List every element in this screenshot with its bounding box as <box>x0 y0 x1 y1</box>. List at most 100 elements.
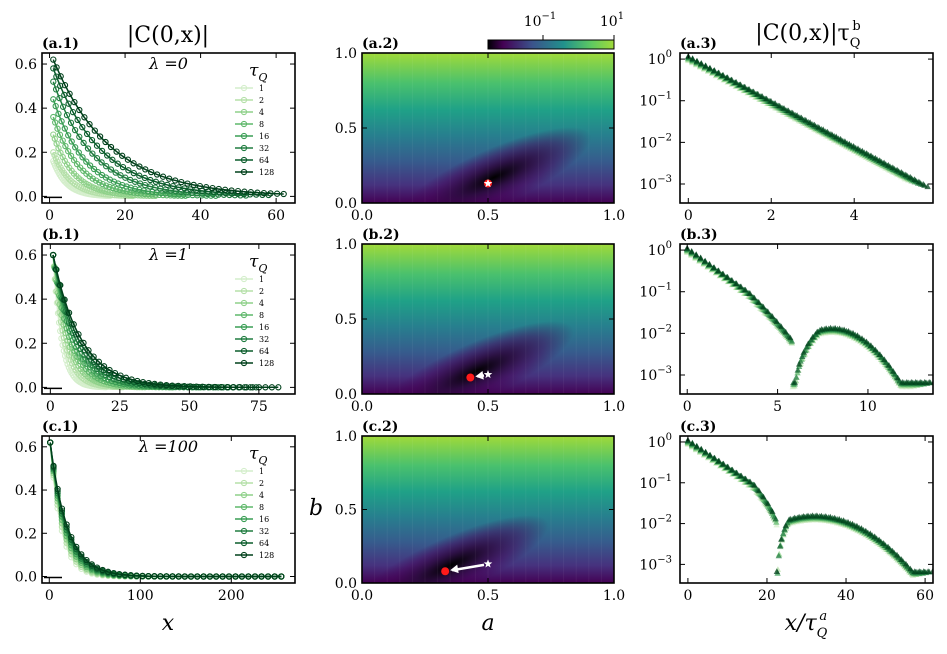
series-point-8 <box>73 160 81 168</box>
scatter-point <box>702 257 709 264</box>
scatter-point <box>772 100 779 107</box>
panel-label: (a.2) <box>362 36 399 52</box>
scatter-point <box>871 533 878 540</box>
legend-label-1: 1 <box>259 275 264 284</box>
y-tick-label: 10−1 <box>639 91 672 110</box>
y-tick-label-base: 10 <box>648 52 666 68</box>
legend-title-main: τ <box>249 252 259 272</box>
series-line-128 <box>52 59 284 195</box>
y-tick-label-exp: −1 <box>657 91 672 102</box>
scatter-point <box>891 371 899 377</box>
y-tick-label: 10−1 <box>639 473 672 492</box>
x-tick-label: 0.5 <box>477 208 499 224</box>
y-tick-label-exp: −1 <box>657 282 672 293</box>
panel-label: (c.1) <box>42 419 78 435</box>
scatter-point <box>776 102 783 109</box>
scatter-point <box>800 513 807 519</box>
legend-label-128: 128 <box>259 551 274 560</box>
scatter-point <box>751 482 758 488</box>
right-title: |C(0,x)|τQb <box>755 19 860 51</box>
series-point-32 <box>67 119 75 126</box>
series-point-128 <box>107 143 115 151</box>
lambda-label: λ =0 <box>148 54 188 73</box>
scatter-point <box>916 568 923 574</box>
scatter-point <box>827 513 834 520</box>
series-point-8 <box>77 164 84 171</box>
series-point-16 <box>58 118 65 125</box>
series-point-128 <box>78 551 85 558</box>
star-marker <box>483 370 493 379</box>
legend-marker-16 <box>240 323 248 331</box>
legend-label-16: 16 <box>259 132 269 141</box>
scatter-point <box>807 336 815 343</box>
legend-marker-1 <box>240 84 248 92</box>
series-point-128 <box>175 382 182 390</box>
x-tick-label: 10 <box>859 399 877 415</box>
series-point-1 <box>64 360 71 368</box>
x-label-left: x <box>162 611 175 636</box>
scatter-point <box>728 76 735 83</box>
series-point-128 <box>65 309 73 316</box>
scatter-point <box>693 57 701 64</box>
y-tick-label-base: 10 <box>639 557 657 573</box>
scatter-point <box>849 520 856 527</box>
series-point-64 <box>98 147 106 155</box>
scatter-point <box>911 176 918 182</box>
series-point-128 <box>169 573 176 580</box>
series-point-128 <box>278 573 285 580</box>
y-tick-label: 0.5 <box>335 503 357 519</box>
x-tick-label: 1.0 <box>603 588 625 604</box>
scatter-point <box>773 519 780 525</box>
panel-a2: 0.0 0.5 1.0 0.0 0.5 1.0 (a.2) <box>335 36 625 224</box>
x-tick-label: 40 <box>192 208 210 224</box>
x-label-right-sup: a <box>819 609 827 624</box>
scatter-point <box>828 131 836 137</box>
scatter-point <box>908 379 915 385</box>
series-point-128 <box>61 296 68 303</box>
series-point-128 <box>121 571 129 578</box>
series-point-64 <box>53 73 60 80</box>
panel-label: (b.3) <box>680 227 718 243</box>
series-point-32 <box>56 94 63 102</box>
series-point-128 <box>181 383 188 390</box>
series-point-128 <box>190 181 197 189</box>
scatter-point <box>885 362 893 368</box>
scatter-point <box>780 105 788 111</box>
scatter-point <box>859 147 866 154</box>
legend-label-2: 2 <box>259 479 264 488</box>
series-point-128 <box>187 383 194 390</box>
series-point-16 <box>75 149 82 156</box>
series-point-64 <box>50 65 57 72</box>
y-tick-label: 10−1 <box>639 282 672 301</box>
scatter-point <box>833 133 840 140</box>
series-point-8 <box>52 119 59 126</box>
path-arrow-head <box>450 564 459 574</box>
series-point-128 <box>50 462 57 470</box>
series-point-128 <box>116 570 123 578</box>
scatter-point <box>715 457 723 464</box>
scatter-point <box>798 114 805 121</box>
x-tick-label: 1.0 <box>603 399 625 415</box>
series-point-128 <box>139 572 146 580</box>
scatter-point <box>824 128 831 135</box>
series-point-128 <box>232 573 239 580</box>
legend-label-2: 2 <box>259 287 264 296</box>
y-tick-label: 1.0 <box>335 46 357 62</box>
series-point-128 <box>187 573 195 580</box>
scatter-point <box>800 349 807 355</box>
series-point-128 <box>241 188 248 195</box>
plot-area <box>44 439 285 580</box>
scatter-point <box>689 439 696 446</box>
series-point-64 <box>104 152 111 159</box>
scatter-point <box>787 334 794 341</box>
legend-marker-32 <box>240 144 248 152</box>
heatmap-valley <box>362 515 549 583</box>
legend-label-1: 1 <box>259 84 264 93</box>
series-point-64 <box>109 156 116 163</box>
y-tick-label-base: 10 <box>639 476 657 492</box>
legend-marker-64 <box>240 156 248 164</box>
scatter-point <box>876 351 884 357</box>
series-point-128 <box>91 127 98 134</box>
